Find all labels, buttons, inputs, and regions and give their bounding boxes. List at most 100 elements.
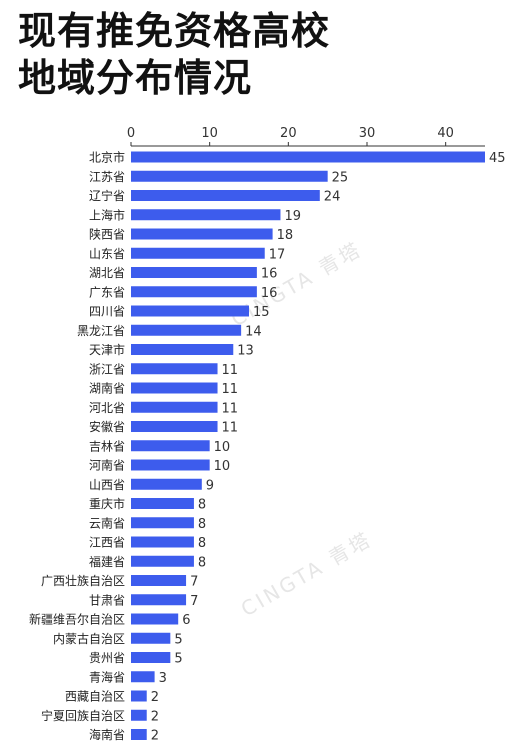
bar: [131, 613, 179, 625]
bar: [131, 498, 194, 509]
category-label: 陕西省: [89, 227, 125, 242]
bar: [131, 267, 257, 278]
data-label: 8: [198, 498, 206, 513]
category-label: 贵州省: [89, 651, 125, 665]
watermark-text: CINGTA 青塔: [237, 527, 377, 621]
data-label: 25: [332, 170, 349, 185]
data-label: 6: [182, 613, 190, 628]
category-label: 江西省: [89, 536, 125, 550]
data-label: 10: [214, 440, 231, 455]
bar: [131, 632, 171, 644]
bar: [131, 401, 218, 413]
bar: [131, 652, 171, 663]
bar: [131, 421, 218, 432]
category-label: 吉林省: [89, 439, 125, 453]
data-label: 10: [214, 459, 231, 474]
data-label: 16: [261, 286, 278, 301]
data-label: 2: [151, 729, 159, 744]
category-label: 北京市: [89, 150, 125, 165]
category-label: 西藏自治区: [65, 690, 125, 704]
data-label: 8: [198, 555, 206, 570]
x-tick-label: 0: [127, 126, 135, 141]
category-label: 湖北省: [89, 265, 125, 280]
bar: [131, 382, 218, 394]
data-label: 11: [222, 363, 239, 378]
bar: [131, 305, 249, 317]
category-label: 山西省: [89, 478, 125, 492]
bar: [131, 594, 187, 606]
category-label: 云南省: [89, 515, 125, 530]
data-label: 2: [151, 709, 159, 724]
bar: [131, 575, 187, 586]
bar: [131, 324, 242, 336]
bar: [131, 478, 202, 490]
category-label: 黑龙江省: [77, 324, 125, 338]
bar: [131, 228, 273, 240]
category-label: 甘肃省: [89, 593, 125, 607]
data-label: 19: [284, 209, 301, 224]
bar: [131, 555, 194, 567]
bar: [131, 517, 194, 529]
data-label: 45: [489, 151, 506, 166]
chart-title: 现有推免资格高校 地域分布情况: [18, 8, 498, 102]
bar: [131, 363, 218, 375]
category-label: 青海省: [89, 669, 125, 684]
category-label: 河南省: [89, 458, 125, 473]
data-label: 14: [245, 324, 262, 339]
category-label: 天津市: [89, 342, 125, 357]
data-label: 2: [151, 690, 159, 705]
data-label: 17: [269, 247, 286, 262]
data-label: 7: [190, 575, 198, 590]
bar: [131, 286, 257, 298]
data-label: 8: [198, 517, 206, 532]
bar: [131, 729, 147, 740]
category-label: 福建省: [89, 554, 125, 569]
x-tick-label: 10: [201, 126, 218, 141]
bar: [131, 247, 265, 259]
category-label: 重庆市: [89, 496, 125, 511]
data-label: 5: [174, 652, 182, 667]
category-label: 浙江省: [89, 362, 125, 376]
value-labels: 4525241918171616151413111111111010988887…: [151, 151, 506, 744]
bar: [131, 459, 210, 471]
data-label: 11: [222, 382, 239, 397]
category-label: 上海市: [89, 207, 125, 222]
data-label: 8: [198, 536, 206, 551]
x-tick-label: 30: [359, 126, 376, 141]
chart-title-line-2: 地域分布情况: [18, 56, 253, 100]
data-label: 5: [174, 632, 182, 647]
data-label: 11: [222, 421, 239, 436]
bar: [131, 671, 155, 683]
bar: [131, 170, 328, 182]
category-label: 内蒙古自治区: [53, 631, 125, 646]
category-label: 新疆维吾尔自治区: [29, 612, 125, 627]
x-tick-label: 20: [280, 126, 297, 141]
category-label: 广东省: [89, 285, 125, 299]
category-label: 江苏省: [89, 170, 125, 184]
category-label: 湖南省: [89, 381, 125, 396]
category-label: 宁夏回族自治区: [41, 708, 125, 723]
chart-title-line-1: 现有推免资格高校: [18, 9, 331, 53]
data-label: 15: [253, 305, 270, 320]
bar: [131, 690, 147, 702]
bar: [131, 344, 234, 355]
category-label: 四川省: [89, 305, 125, 319]
category-label: 河北省: [89, 401, 125, 415]
data-label: 7: [190, 594, 198, 609]
data-label: 24: [324, 190, 341, 205]
x-tick-label: 40: [437, 126, 454, 141]
bar: [131, 209, 281, 221]
bar: [131, 709, 147, 721]
data-label: 18: [277, 228, 294, 243]
bar: [131, 190, 320, 201]
bars-group: [131, 151, 485, 740]
category-label: 海南省: [89, 727, 125, 742]
category-labels: 北京市江苏省辽宁省上海市陕西省山东省湖北省广东省四川省黑龙江省天津市浙江省湖南省…: [29, 150, 125, 743]
data-label: 13: [237, 344, 254, 359]
category-label: 辽宁省: [89, 188, 125, 203]
category-label: 广西壮族自治区: [41, 574, 125, 588]
data-label: 3: [159, 671, 167, 686]
data-label: 9: [206, 478, 214, 493]
category-label: 山东省: [89, 247, 125, 261]
bar: [131, 440, 210, 452]
